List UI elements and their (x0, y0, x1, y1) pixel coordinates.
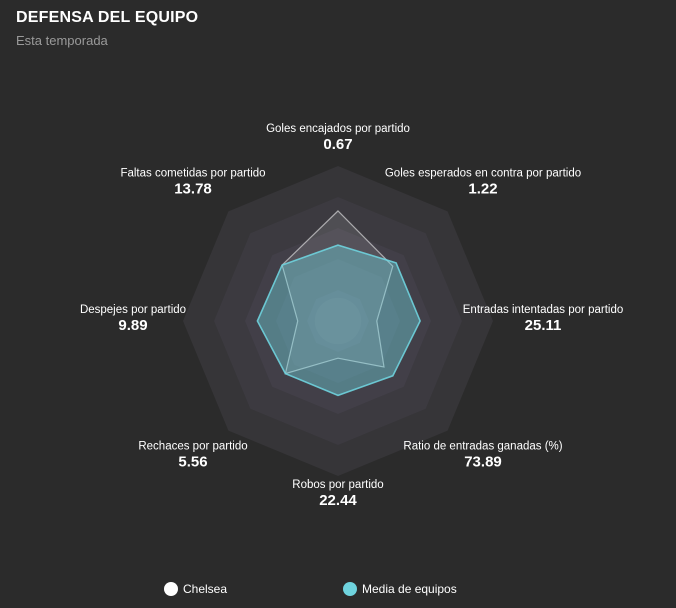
axis-value-4: 73.89 (464, 454, 502, 471)
series-area-chelsea (281, 210, 394, 375)
axis-label-8: Faltas cometidas por partido (120, 168, 265, 180)
chart-legend: Chelsea Media de equipos (0, 582, 676, 602)
axis-label-7: Despejes por partido (80, 304, 186, 316)
legend-label-chelsea: Chelsea (183, 582, 228, 596)
axis-value-8: 13.78 (174, 181, 212, 198)
radar-center (314, 297, 362, 345)
axis-label-6: Rechaces por partido (138, 441, 247, 453)
axis-value-5: 22.44 (319, 492, 357, 509)
axis-value-2: 1.22 (468, 181, 497, 198)
axis-value-7: 9.89 (118, 317, 147, 334)
axis-value-3: 25.11 (525, 317, 562, 334)
legend-item-chelsea[interactable]: Chelsea (164, 582, 227, 596)
legend-swatch-chelsea (164, 582, 178, 596)
legend-item-average[interactable]: Media de equipos (343, 582, 457, 596)
series-area-average (256, 244, 421, 397)
axis-value-6: 5.56 (178, 454, 207, 471)
axis-value-1: 0.67 (323, 136, 352, 153)
axis-label-4: Ratio de entradas ganadas (%) (403, 441, 562, 453)
legend-swatch-average (343, 582, 357, 596)
axis-label-5: Robos por partido (292, 479, 383, 491)
axis-label-1: Goles encajados por partido (266, 123, 410, 135)
legend-label-average: Media de equipos (362, 582, 457, 596)
chart-subtitle: Esta temporada (16, 33, 108, 48)
axis-label-3: Entradas intentadas por partido (463, 304, 623, 316)
chart-title: DEFENSA DEL EQUIPO (16, 9, 199, 26)
axis-label-2: Goles esperados en contra por partido (385, 168, 581, 180)
